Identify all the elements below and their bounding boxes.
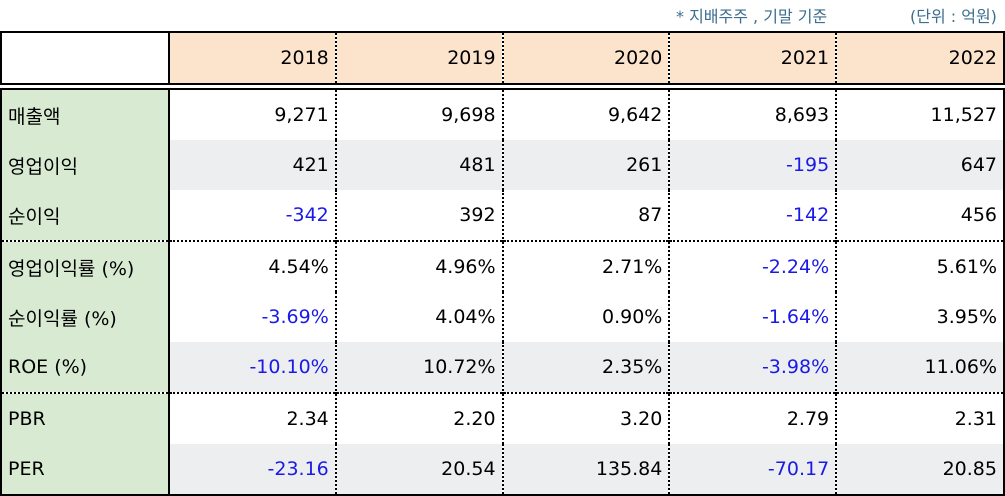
row-label: 순이익 <box>0 190 170 241</box>
row-label: 순이익률 (%) <box>0 292 170 342</box>
value-cell: -23.16 <box>168 444 336 496</box>
table-row: PBR 2.34 2.20 3.20 2.79 2.31 <box>0 392 1005 444</box>
value-cell: 9,271 <box>168 88 336 140</box>
value-cell: 261 <box>501 140 670 190</box>
value-cell: 9,642 <box>501 88 670 140</box>
row-label: 매출액 <box>0 88 170 140</box>
table-row: 순이익률 (%) -3.69% 4.04% 0.90% -1.64% 3.95% <box>0 292 1005 342</box>
header-year: 2020 <box>501 31 670 85</box>
row-label: PBR <box>0 392 170 444</box>
row-label: PER <box>0 444 170 496</box>
table-row: 영업이익 421 481 261 -195 647 <box>0 140 1005 190</box>
value-cell: 392 <box>334 190 503 241</box>
value-cell: -10.10% <box>168 342 336 393</box>
value-cell: 481 <box>334 140 503 190</box>
value-cell: -3.69% <box>261 306 329 328</box>
value-cell: 20.85 <box>835 444 1005 496</box>
table-row: 매출액 9,271 9,698 9,642 8,693 11,527 <box>0 88 1005 140</box>
value-cell: 4.96% <box>334 240 503 292</box>
value-cell: 4.04% <box>334 292 503 342</box>
value-cell: 647 <box>835 140 1005 190</box>
header-corner-cell <box>0 31 170 85</box>
value-cell: -142 <box>668 190 837 241</box>
value-cell: 87 <box>501 190 670 241</box>
value-cell: -2.24% <box>668 240 837 292</box>
value-cell: 11.06% <box>835 342 1005 393</box>
financial-table: 2018 2019 2020 2021 2022 매출액 9,271 9,698 9,… <box>0 31 1005 496</box>
value-cell: 135.84 <box>501 444 670 496</box>
value-cell: 0.90% <box>501 292 670 342</box>
value-cell: 2.20 <box>334 392 503 444</box>
row-label: 영업이익률 (%) <box>0 240 170 292</box>
value-cell: 456 <box>835 190 1005 241</box>
table-row: 영업이익률 (%) 4.54% 4.96% 2.71% -2.24% 5.61% <box>0 240 1005 292</box>
header-year: 2021 <box>668 31 837 85</box>
value-cell: 10.72% <box>334 342 503 393</box>
value-cell: 20.54 <box>334 444 503 496</box>
unit-note: (단위 : 억원) <box>910 7 997 26</box>
value-cell: 3.20 <box>501 392 670 444</box>
value-cell: -342 <box>285 204 329 226</box>
value-cell: 3.95% <box>835 292 1005 342</box>
row-label: ROE (%) <box>0 342 170 393</box>
value-cell: 11,527 <box>835 88 1005 140</box>
value-cell: -3.98% <box>668 342 837 393</box>
table-row: PER -23.16 20.54 135.84 -70.17 20.85 <box>0 444 1005 496</box>
value-cell: -195 <box>668 140 837 190</box>
header-row: 2018 2019 2020 2021 2022 <box>0 31 1005 85</box>
table-row: 순이익 -342 392 87 -142 456 <box>0 190 1005 241</box>
value-cell: 2.34 <box>168 392 336 444</box>
value-cell: 8,693 <box>668 88 837 140</box>
value-cell: -1.64% <box>668 292 837 342</box>
value-cell: 2.35% <box>501 342 670 393</box>
table-row: ROE (%) -10.10% 10.72% 2.35% -3.98% 11.06% <box>0 342 1005 393</box>
value-cell: 4.54% <box>168 240 336 292</box>
value-cell: 2.71% <box>501 240 670 292</box>
header-year: 2018 <box>168 31 336 85</box>
value-cell: -70.17 <box>668 444 837 496</box>
basis-note: * 지배주주 , 기말 기준 <box>676 7 828 26</box>
header-gap <box>1 84 1004 89</box>
value-cell: 421 <box>168 140 336 190</box>
row-label: 영업이익 <box>0 140 170 190</box>
value-cell: 9,698 <box>334 88 503 140</box>
value-cell: 2.79 <box>668 392 837 444</box>
header-year: 2022 <box>835 31 1005 85</box>
financial-table-body: 2018 2019 2020 2021 2022 매출액 9,271 9,698 9,… <box>0 31 1005 496</box>
value-cell: 2.31 <box>835 392 1005 444</box>
header-year: 2019 <box>334 31 503 85</box>
value-cell: 5.61% <box>835 240 1005 292</box>
